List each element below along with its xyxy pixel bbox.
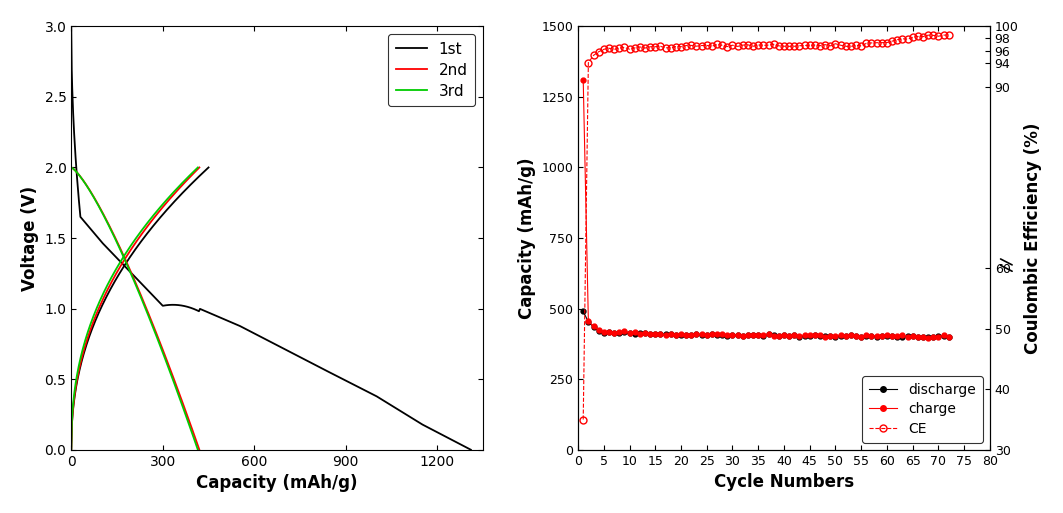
CE [664, 45, 677, 51]
discharge [942, 334, 955, 340]
charge [809, 332, 822, 338]
1st [355, 386, 368, 392]
charge [942, 334, 955, 340]
discharge [701, 332, 713, 339]
X-axis label: Capacity (mAh/g): Capacity (mAh/g) [197, 474, 358, 492]
discharge [628, 330, 641, 337]
1st [218, 316, 231, 322]
2nd [88, 196, 101, 202]
charge [922, 335, 934, 341]
CE [701, 43, 713, 49]
3rd [70, 169, 83, 175]
2nd [99, 215, 112, 221]
CE [824, 43, 837, 49]
2nd [182, 416, 195, 422]
CE [577, 417, 590, 423]
Line: 1st: 1st [71, 26, 471, 450]
1st [263, 338, 275, 344]
1st [465, 447, 477, 453]
discharge [782, 333, 795, 339]
Y-axis label: Capacity (mAh/g): Capacity (mAh/g) [518, 157, 536, 319]
Line: charge: charge [580, 77, 951, 340]
CE [942, 32, 955, 38]
CE [809, 42, 822, 48]
CE [628, 45, 641, 51]
Line: discharge: discharge [580, 309, 951, 340]
Line: 2nd: 2nd [71, 167, 200, 450]
charge [628, 329, 641, 336]
3rd [65, 164, 78, 170]
Legend: 1st, 2nd, 3rd: 1st, 2nd, 3rd [388, 34, 475, 107]
discharge [664, 331, 677, 337]
3rd [185, 428, 198, 435]
3rd [99, 215, 112, 221]
Line: 3rd: 3rd [71, 167, 198, 450]
1st [65, 23, 78, 29]
3rd [181, 416, 193, 422]
2nd [193, 447, 206, 453]
2nd [65, 164, 78, 170]
Y-axis label: Voltage (V): Voltage (V) [21, 186, 39, 290]
1st [281, 348, 293, 354]
3rd [191, 447, 204, 453]
charge [824, 332, 837, 339]
2nd [72, 172, 85, 178]
discharge [577, 308, 590, 314]
2nd [186, 428, 199, 435]
charge [701, 332, 713, 338]
Y-axis label: Coulombic Efficiency (%): Coulombic Efficiency (%) [1024, 123, 1042, 354]
charge [577, 77, 590, 83]
1st [114, 259, 126, 265]
3rd [72, 172, 85, 178]
1st [344, 380, 357, 386]
discharge [809, 332, 822, 339]
2nd [70, 169, 83, 175]
Line: CE: CE [579, 31, 952, 423]
Legend: discharge, charge, CE: discharge, charge, CE [862, 376, 983, 443]
discharge [824, 333, 837, 339]
3rd [88, 196, 101, 202]
CE [782, 43, 795, 49]
charge [664, 331, 677, 337]
charge [782, 333, 795, 340]
discharge [927, 334, 940, 341]
X-axis label: Cycle Numbers: Cycle Numbers [714, 473, 854, 491]
